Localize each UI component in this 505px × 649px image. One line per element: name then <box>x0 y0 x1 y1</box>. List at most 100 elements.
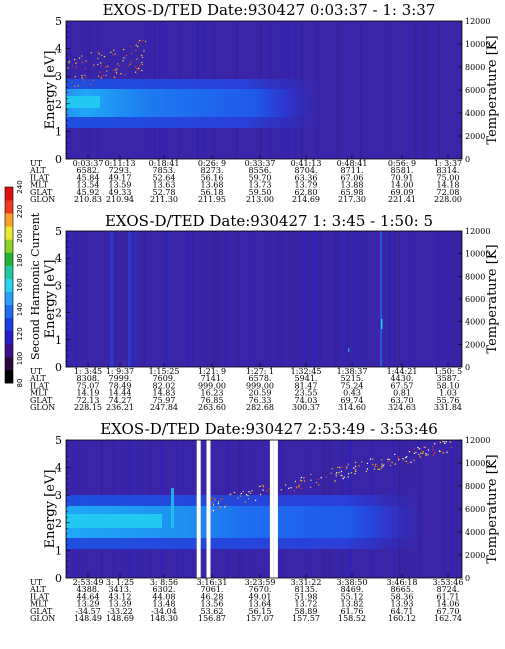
scatter-point <box>134 66 136 68</box>
orbit-cell: 0:26: 9 <box>198 159 226 168</box>
colorbar-swatch <box>5 265 13 279</box>
scatter-point <box>443 441 445 443</box>
texture-stripe <box>442 231 444 367</box>
scatter-point <box>310 479 312 481</box>
scatter-point <box>405 456 407 459</box>
scatter-point <box>130 61 132 63</box>
orbit-cell: 314.60 <box>338 403 366 412</box>
scatter-point <box>432 446 434 448</box>
texture-stripe <box>364 231 366 367</box>
scatter-point <box>142 39 144 42</box>
orbit-cell: 49.17 <box>109 173 132 182</box>
colorbar-swatch <box>5 356 13 371</box>
scatter-point <box>442 452 445 454</box>
texture-stripe <box>265 231 267 367</box>
orbit-cell: 6578. <box>249 374 272 383</box>
texture-stripe <box>447 231 449 367</box>
orbit-cell: 44.64 <box>77 592 100 601</box>
panel-3-band-core <box>66 514 162 528</box>
y2-tick-label: 12000 <box>465 436 490 445</box>
scatter-point <box>141 69 143 72</box>
scatter-point <box>211 500 213 502</box>
scatter-point <box>388 459 391 461</box>
scatter-point <box>378 468 381 471</box>
y-tick-label: 3 <box>55 279 62 292</box>
y2-tick-label: 2000 <box>465 340 485 349</box>
orbit-cell: 7999. <box>109 374 132 383</box>
scatter-point <box>81 61 84 64</box>
scatter-point <box>394 453 396 455</box>
orbit-cell: 7609. <box>153 374 176 383</box>
orbit-cell: 13.88 <box>341 181 364 190</box>
scatter-point <box>102 74 105 77</box>
scatter-point <box>225 505 228 507</box>
orbit-cell: 69.74 <box>341 396 364 405</box>
panel-1-y2label: Temperature [K] <box>485 35 500 144</box>
colorbar-swatch <box>5 213 13 227</box>
texture-stripe <box>452 231 455 367</box>
orbit-cell: 300.37 <box>292 403 320 412</box>
y-tick-label: 1 <box>55 334 62 347</box>
orbit-cell: 13.59 <box>109 181 132 190</box>
y2-tick-label: 4000 <box>465 109 485 118</box>
orbit-cell: 324.63 <box>388 403 416 412</box>
texture-stripe <box>70 231 72 367</box>
scatter-point <box>93 64 95 66</box>
orbit-cell: 2:53:49 <box>73 578 104 587</box>
texture-stripe <box>320 231 322 367</box>
orbit-cell: 148.49 <box>74 614 102 623</box>
orbit-cell: 221.41 <box>388 195 416 204</box>
panel-2: EXOS-D/TED Date:930427 1: 3:45 - 1:50: 5… <box>29 212 500 412</box>
scatter-point <box>375 463 377 466</box>
scatter-point <box>141 54 143 57</box>
scatter-point <box>449 441 452 443</box>
orbit-cell: 55.12 <box>341 592 364 601</box>
orbit-cell: 157.07 <box>246 614 274 623</box>
scatter-point <box>136 67 138 70</box>
scatter-point <box>244 501 247 503</box>
orbit-cell: 72.08 <box>437 188 460 197</box>
scatter-point <box>137 41 140 44</box>
panel-3-scatter <box>171 440 453 528</box>
texture-stripe <box>214 231 217 367</box>
scatter-point <box>219 506 221 508</box>
orbit-cell: -34.04 <box>151 607 177 616</box>
scatter-point <box>450 446 453 448</box>
scatter-point <box>361 461 363 463</box>
orbit-row-label: ILAT <box>30 173 50 182</box>
scatter-point <box>84 74 86 77</box>
texture-stripe <box>319 231 321 367</box>
panel-2-ylabel: Energy [eV] <box>43 260 58 339</box>
orbit-cell: 213.00 <box>246 195 274 204</box>
scatter-point <box>115 73 118 76</box>
scatter-point <box>137 67 140 70</box>
orbit-cell: 75.07 <box>77 381 100 390</box>
orbit-cell: 7141. <box>201 374 224 383</box>
orbit-cell: 3: 8:56 <box>150 578 178 587</box>
scatter-point <box>380 467 382 469</box>
scatter-point <box>245 494 248 496</box>
scatter-point <box>71 65 73 67</box>
scatter-point <box>290 487 292 489</box>
orbit-cell: 0:48:41 <box>337 159 368 168</box>
texture-stripe <box>281 231 284 367</box>
scatter-point <box>248 491 250 493</box>
orbit-cell: 160.12 <box>388 614 416 623</box>
scatter-point <box>419 455 421 458</box>
y2-tick-label: 6000 <box>465 86 485 95</box>
panel-2-orbit-table: UT 1: 3:45 1: 9:37 1:15:25 1:21: 9 1:27: 1 1:3… <box>29 367 462 412</box>
scatter-point <box>298 485 300 487</box>
orbit-row-label: ALT <box>29 585 46 594</box>
scatter-point <box>299 483 301 485</box>
texture-stripe <box>344 231 346 367</box>
scatter-point <box>342 477 344 480</box>
scatter-point <box>425 453 427 455</box>
texture-stripe <box>383 231 385 367</box>
scatter-point <box>262 486 265 488</box>
orbit-row-label: MLT <box>30 600 49 609</box>
scatter-point <box>366 468 369 470</box>
colorbar: 80 100 120 140 160 180 200 220 240 Second Harmon… <box>4 180 42 387</box>
scatter-point <box>391 461 393 464</box>
orbit-cell: 8308. <box>77 374 100 383</box>
scatter-point <box>345 467 348 469</box>
